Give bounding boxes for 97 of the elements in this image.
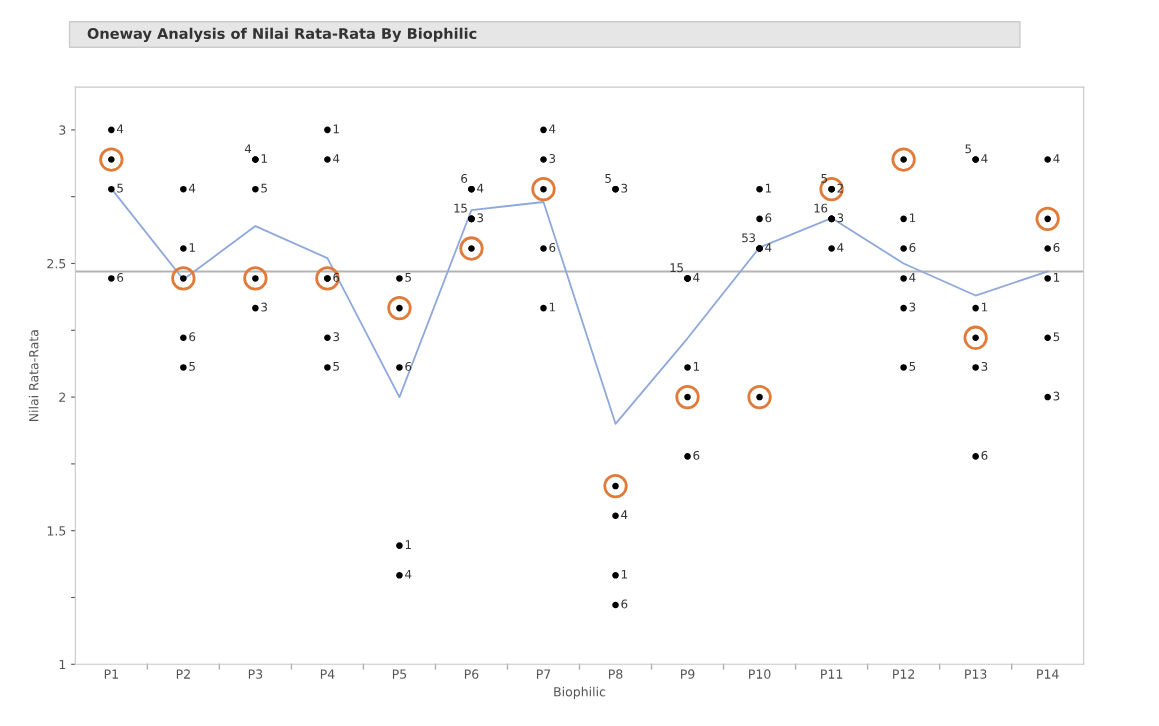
- x-tick-label: P10: [749, 669, 771, 679]
- annotation: 6: [909, 243, 916, 252]
- annotation: 4: [477, 183, 484, 193]
- y-tick-label: 3: [59, 125, 66, 135]
- annotation: 1: [693, 362, 699, 371]
- annotation: 1: [909, 213, 916, 223]
- annotation: 1: [333, 124, 339, 134]
- x-tick-label: P13: [965, 669, 987, 679]
- annotation: 1: [549, 302, 555, 312]
- annotation: 5: [965, 144, 971, 154]
- x-tick-label: P6: [464, 669, 479, 679]
- annotation: 5: [605, 174, 611, 183]
- annotation: 6: [821, 203, 828, 213]
- annotation: 1: [189, 243, 195, 252]
- annotation: 6: [461, 173, 468, 183]
- annotation: 4: [188, 183, 196, 193]
- x-axis-title: Biophilic: [554, 686, 606, 699]
- annotation: 4: [693, 273, 700, 282]
- y-tick-label: 2.5: [47, 258, 66, 269]
- annotation: 3: [981, 361, 988, 371]
- y-axis-title: Nilai Rata-Rata: [28, 330, 39, 422]
- annotation: 4: [116, 124, 124, 134]
- point: [99, 147, 124, 172]
- x-tick-label: P8: [608, 669, 623, 679]
- annotation: 4: [549, 124, 556, 134]
- annotation: 4: [333, 154, 340, 163]
- annotation: 3: [837, 213, 844, 223]
- y-tick-label: 1.5: [47, 526, 66, 536]
- annotation: 3: [1053, 391, 1060, 401]
- annotation: 6: [1053, 243, 1060, 252]
- annotation: 6: [405, 361, 412, 371]
- x-tick-label: P7: [536, 669, 551, 679]
- point: [891, 147, 916, 172]
- annotation: 5: [405, 273, 411, 282]
- annotation: 1: [1053, 273, 1060, 282]
- annotation: 1: [261, 154, 267, 163]
- annotation: 1: [765, 183, 772, 193]
- point: [243, 266, 268, 291]
- point: [675, 384, 700, 410]
- annotation: 6: [621, 599, 628, 609]
- annotation: 4: [405, 569, 412, 579]
- x-tick-label: P3: [248, 669, 263, 679]
- annotation: 1: [981, 302, 988, 312]
- point: [531, 177, 556, 202]
- point: [747, 384, 772, 410]
- annotation: 4: [621, 510, 628, 519]
- annotation: 3: [749, 233, 756, 243]
- annotation: 1: [621, 569, 627, 579]
- x-tick-label: P9: [681, 669, 695, 679]
- annotation: 5: [117, 183, 123, 193]
- annotation: 5: [461, 203, 467, 213]
- chart-title: Oneway Analysis of Nilai Rata-Rata By Biophilic: [87, 27, 477, 42]
- annotation: 3: [549, 154, 556, 163]
- x-tick-label: P1: [104, 669, 118, 679]
- point: [387, 295, 412, 321]
- annotation: 3: [477, 213, 484, 223]
- annotation: 5: [909, 362, 916, 371]
- annotation: 3: [909, 302, 916, 312]
- annotation: 5: [677, 263, 683, 273]
- annotation: 3: [261, 302, 267, 312]
- annotation: 5: [261, 183, 267, 193]
- annotation: 4: [244, 144, 252, 154]
- point: [459, 236, 484, 261]
- annotation: 6: [981, 450, 988, 460]
- annotation: 5: [742, 233, 748, 243]
- annotation: 6: [117, 272, 124, 282]
- x-tick-label: P11: [821, 669, 843, 679]
- point: [171, 266, 196, 291]
- annotation: 6: [549, 243, 556, 252]
- annotation: 1: [405, 540, 411, 549]
- point: [603, 473, 628, 499]
- annotation: 3: [333, 332, 340, 342]
- annotation: 4: [909, 273, 916, 282]
- x-tick-label: P2: [176, 669, 190, 679]
- point: [315, 266, 340, 291]
- annotation: 6: [765, 213, 772, 223]
- annotation: 5: [1053, 332, 1060, 342]
- annotation: 4: [837, 243, 844, 252]
- y-tick-label: 2: [59, 392, 66, 402]
- x-tick-label: P12: [893, 669, 915, 679]
- annotation: 4: [981, 154, 988, 163]
- annotation: 1: [814, 203, 820, 213]
- annotation: 1: [454, 203, 460, 213]
- annotation: 5: [189, 362, 195, 371]
- point: [963, 325, 988, 350]
- annotation: 1: [670, 263, 676, 272]
- y-tick-label: 1: [59, 659, 66, 670]
- x-tick-label: P5: [392, 669, 407, 679]
- annotation: 3: [621, 183, 628, 193]
- point: [1035, 206, 1060, 231]
- annotation: 5: [333, 362, 339, 371]
- x-tick-label: P14: [1037, 669, 1059, 679]
- annotation: 6: [189, 332, 196, 342]
- annotation: 4: [765, 243, 772, 252]
- annotation: 4: [1053, 154, 1060, 163]
- annotation: 6: [693, 450, 700, 460]
- x-tick-label: P4: [320, 669, 335, 679]
